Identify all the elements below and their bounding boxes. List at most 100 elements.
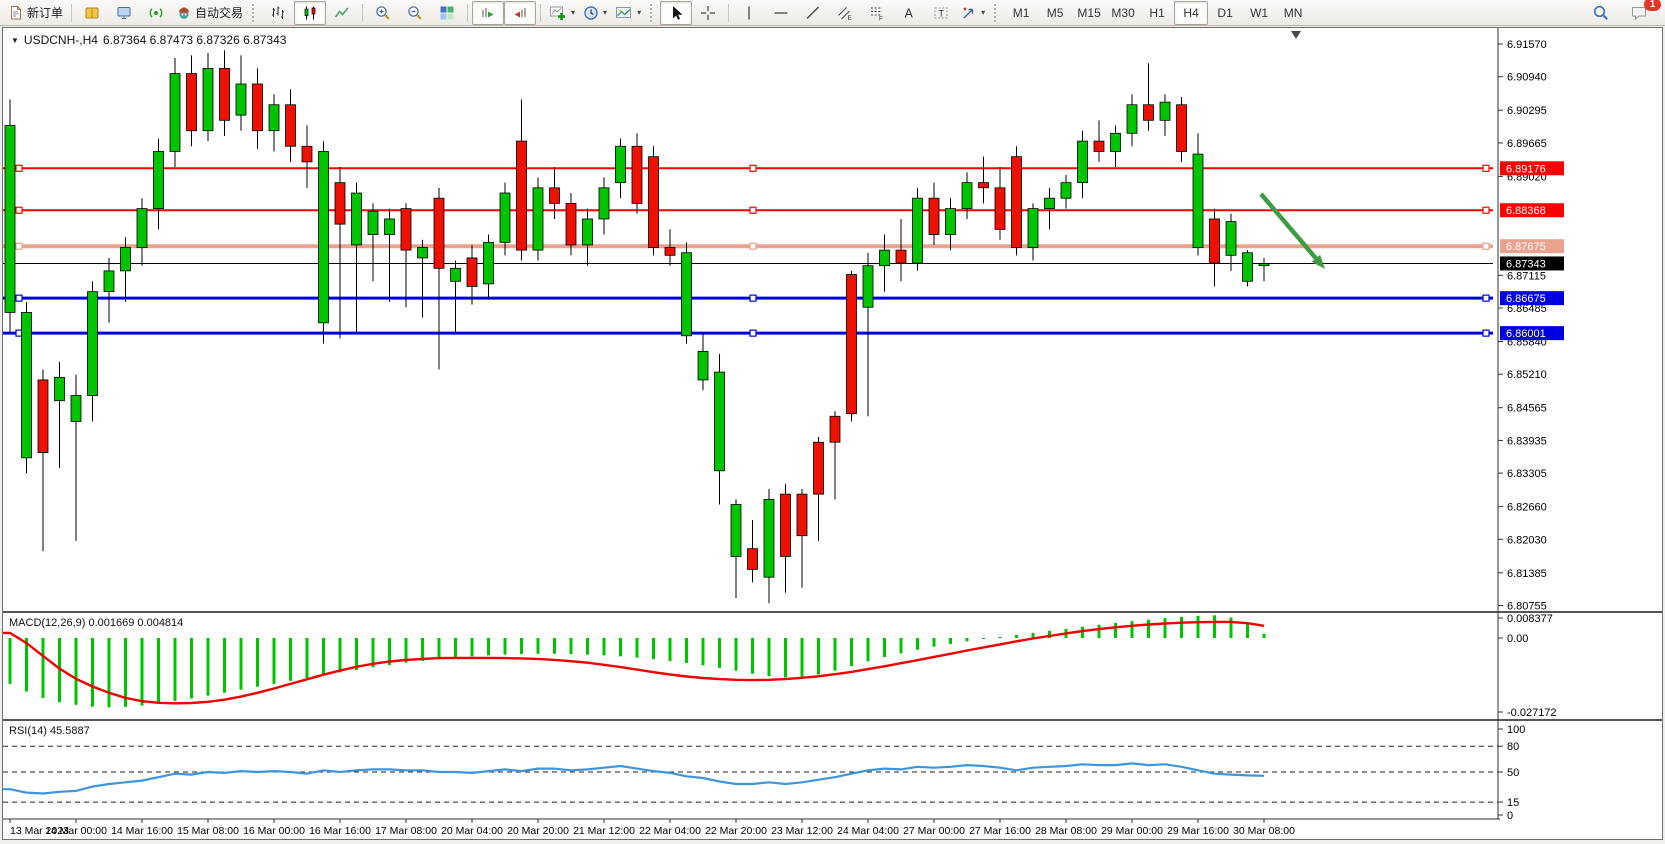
timeframe-button-H1[interactable]: H1	[1149, 5, 1165, 20]
time-axis-label: 20 Mar 20:00	[507, 825, 569, 837]
trend-arrow-annotation[interactable]	[1259, 192, 1325, 269]
current-price-line[interactable]: 6.87343	[3, 256, 1564, 271]
new-order-icon	[11, 5, 21, 19]
toolbar-grip[interactable]	[650, 3, 655, 22]
chat-button[interactable]: 1	[1623, 0, 1661, 25]
line-handle[interactable]	[1482, 329, 1490, 337]
arrows-shapes-icon	[963, 7, 974, 18]
pane-separator[interactable]	[3, 611, 1662, 613]
line-handle[interactable]	[1482, 242, 1490, 250]
time-axis-label: 27 Mar 16:00	[969, 825, 1031, 837]
price-tick-label: 6.87115	[1507, 270, 1546, 282]
bar-chart-button[interactable]	[262, 1, 294, 25]
timeframe-button-D1[interactable]: D1	[1217, 5, 1233, 20]
pivot-line[interactable]: 6.87675	[3, 239, 1564, 254]
chart-canvas[interactable]: 6.915706.909406.902956.896656.890206.871…	[3, 28, 1662, 839]
line-handle[interactable]	[1482, 206, 1490, 214]
horizontal-line-tool-button[interactable]	[765, 1, 797, 25]
auto-scroll-button[interactable]	[472, 0, 505, 25]
channel-tool-button[interactable]: E	[829, 1, 861, 25]
shapes-tool-button[interactable]: ▾	[957, 1, 989, 25]
candle-body	[747, 548, 758, 570]
terminal-button[interactable]	[108, 1, 140, 25]
line-handle[interactable]	[15, 294, 23, 302]
line-handle[interactable]	[749, 206, 757, 214]
timeframe-button-M5[interactable]: M5	[1046, 5, 1064, 20]
crosshair-tool-button[interactable]	[692, 1, 724, 25]
candle-body	[4, 125, 16, 313]
time-axis-label: 29 Mar 16:00	[1167, 825, 1229, 837]
accounts-button[interactable]	[76, 1, 108, 25]
resistance-line-1[interactable]: 6.89176	[3, 161, 1564, 176]
resistance-line-2[interactable]: 6.88368	[3, 203, 1564, 218]
line-handle[interactable]	[15, 242, 23, 250]
candle-body	[565, 202, 577, 246]
fibonacci-tool-button[interactable]: F	[861, 1, 893, 25]
candlestick-chart-icon	[304, 6, 316, 19]
zoom-out-button[interactable]	[399, 1, 431, 25]
text-tool-button[interactable]: A	[893, 1, 925, 25]
candle-body	[648, 156, 659, 248]
candle-body	[268, 104, 280, 132]
candle-body	[219, 68, 230, 121]
tile-windows-button[interactable]	[431, 1, 463, 25]
support-line-1[interactable]: 6.86675	[3, 291, 1564, 306]
signals-button[interactable]	[140, 1, 172, 25]
timeframe-button-M30[interactable]: M30	[1111, 5, 1135, 20]
indicators-button[interactable]: ▾	[545, 1, 579, 25]
search-button[interactable]	[1585, 1, 1617, 25]
price-badge-label: 6.87675	[1506, 241, 1546, 253]
timeframe-button-M15[interactable]: M15	[1077, 5, 1101, 20]
new-order-button[interactable]: 新订单	[4, 1, 67, 25]
auto-trading-button[interactable]: 自动交易	[172, 1, 247, 25]
timeframe-group: M1 M5 M15 M30 H1 H4 D1 W1 MN	[1004, 0, 1310, 25]
line-handle[interactable]	[15, 206, 23, 214]
auto-trading-label: 自动交易	[195, 6, 244, 20]
dropdown-caret: ▾	[981, 8, 986, 17]
time-axis-label: 17 Mar 08:00	[375, 825, 437, 837]
line-handle[interactable]	[749, 329, 757, 337]
svg-text:T: T	[939, 8, 945, 18]
line-chart-button[interactable]	[326, 1, 358, 25]
chart-shift-marker[interactable]	[1291, 31, 1301, 39]
macd-pane: 0.008377 0.00 -0.027172	[3, 613, 1557, 719]
vertical-line-tool-button[interactable]	[733, 1, 765, 25]
timeframe-button-W1[interactable]: W1	[1250, 5, 1269, 20]
candle-body	[1242, 252, 1253, 282]
bar-chart-icon	[272, 6, 285, 19]
chart-shift-button[interactable]	[504, 0, 537, 25]
line-handle[interactable]	[1482, 164, 1490, 172]
price-badge-label: 6.87343	[1506, 258, 1546, 270]
timeframe-button-H4[interactable]: H4	[1174, 0, 1209, 25]
periods-button[interactable]: ▾	[579, 1, 611, 25]
line-handle[interactable]	[749, 164, 757, 172]
price-tick-label: 6.82030	[1507, 534, 1547, 546]
trendline-tool-button[interactable]	[797, 1, 829, 25]
line-handle[interactable]	[749, 242, 757, 250]
zoom-in-button[interactable]	[367, 1, 399, 25]
candle-body	[1192, 153, 1204, 248]
text-label-tool-button[interactable]: T	[925, 1, 957, 25]
toolbar-grip[interactable]	[252, 3, 257, 22]
add-indicator-icon	[550, 6, 566, 20]
candlestick-chart-button[interactable]	[294, 0, 327, 25]
candle-body	[714, 371, 725, 472]
price-tick-label: 6.86485	[1507, 303, 1547, 315]
pane-separator[interactable]	[3, 719, 1662, 721]
cursor-icon	[673, 5, 683, 20]
cursor-tool-button[interactable]	[660, 0, 693, 25]
candle-body	[813, 441, 824, 495]
line-handle[interactable]	[15, 164, 23, 172]
templates-button[interactable]: ▾	[611, 1, 645, 25]
candle-body	[681, 252, 692, 337]
time-axis-label: 30 Mar 08:00	[1233, 825, 1295, 837]
line-handle[interactable]	[749, 294, 757, 302]
candle-body	[417, 247, 428, 259]
timeframe-button-MN[interactable]: MN	[1283, 5, 1303, 20]
toolbar-grip[interactable]	[994, 3, 999, 22]
candle-body	[516, 140, 527, 251]
support-line-2[interactable]: 6.86001	[3, 326, 1564, 341]
timeframe-button-M1[interactable]: M1	[1012, 5, 1030, 20]
line-handle[interactable]	[1482, 294, 1490, 302]
